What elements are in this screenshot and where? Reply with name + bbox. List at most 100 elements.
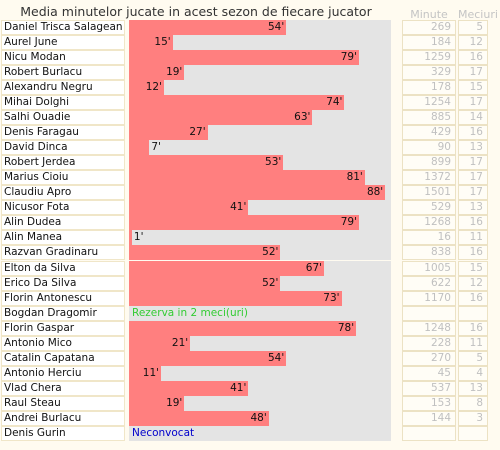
average-minutes-bar	[129, 80, 164, 96]
matches-cell: 16	[458, 290, 488, 306]
table-row: Alexandru Negru 12' 178 15	[0, 80, 500, 96]
matches-cell: 12	[458, 275, 488, 291]
table-row: Erico Da Silva 52' 622 12	[0, 275, 500, 291]
average-minutes-label: 88'	[366, 186, 384, 199]
minutes-cell: 885	[402, 110, 456, 126]
minutes-cell: 529	[402, 200, 456, 216]
player-name: Nicusor Fota	[1, 200, 125, 216]
average-minutes-bar	[129, 335, 191, 351]
matches-cell: 12	[458, 35, 488, 50]
bar-track: 1'	[129, 230, 391, 246]
matches-cell: 11	[458, 230, 488, 246]
average-minutes-bar	[129, 95, 345, 111]
matches-cell: 17	[458, 170, 488, 186]
table-row: Elton da Silva 67' 1005 15	[0, 260, 500, 276]
average-minutes-bar	[129, 275, 281, 291]
bar-track: 79'	[129, 50, 391, 66]
player-name: Alexandru Negru	[1, 80, 125, 96]
average-minutes-label: 19'	[166, 396, 183, 409]
table-row: Salhi Ouadie 63' 885 14	[0, 110, 500, 126]
table-row: David Dinca 7' 90 13	[0, 140, 500, 156]
matches-cell: 17	[458, 95, 488, 111]
average-minutes-label: 54'	[267, 351, 285, 364]
bar-track: 7'	[129, 140, 391, 156]
minutes-cell: 1501	[402, 185, 456, 201]
player-name: Razvan Gradinaru	[1, 245, 125, 261]
minutes-cell: 622	[402, 275, 456, 291]
average-minutes-label: 41'	[230, 381, 247, 394]
minutes-cell: 537	[402, 380, 456, 396]
table-row: Alin Manea 1' 16 11	[0, 230, 500, 246]
bar-track: 21'	[129, 335, 391, 351]
table-row: Nicusor Fota 41' 529 13	[0, 200, 500, 216]
matches-cell: 15	[458, 80, 488, 96]
average-minutes-bar	[129, 350, 287, 366]
player-name: Antonio Mico	[1, 335, 125, 351]
table-row: Andrei Burlacu 48' 144 3	[0, 410, 500, 426]
minutes-cell	[402, 305, 456, 321]
player-name: Aurel June	[1, 35, 125, 50]
matches-cell: 17	[458, 185, 488, 201]
minutes-cell: 1248	[402, 320, 456, 336]
minutes-cell: 429	[402, 125, 456, 141]
average-minutes-bar	[129, 410, 269, 426]
bar-track: 67'	[129, 260, 391, 276]
matches-cell: 16	[458, 215, 488, 231]
matches-cell: 13	[458, 380, 488, 396]
minutes-cell: 838	[402, 245, 456, 261]
average-minutes-label: 27'	[189, 126, 206, 139]
bar-track: Rezerva in 2 meci(uri)	[129, 305, 391, 321]
bar-track: 27'	[129, 125, 391, 141]
matches-cell: 13	[458, 140, 488, 156]
minutes-cell: 1254	[402, 95, 456, 111]
bar-track: 11'	[129, 365, 391, 381]
average-minutes-bar	[129, 245, 281, 261]
player-name: Denis Gurin	[1, 425, 125, 441]
average-minutes-label: 63'	[294, 111, 311, 124]
bar-track: Neconvocat	[129, 425, 391, 441]
average-minutes-label: 74'	[326, 96, 343, 109]
player-name: Marius Cioiu	[1, 170, 125, 186]
bar-track: 15'	[129, 35, 391, 50]
average-minutes-label: 52'	[262, 246, 279, 259]
player-name: Alin Dudea	[1, 215, 125, 231]
average-minutes-bar	[129, 320, 357, 336]
average-minutes-bar	[129, 200, 249, 216]
bar-track: 81'	[129, 170, 391, 186]
minutes-cell: 1170	[402, 290, 456, 306]
average-minutes-label: 54'	[267, 21, 285, 33]
table-row: Catalin Capatana 54' 270 5	[0, 350, 500, 366]
average-minutes-bar	[129, 365, 161, 381]
bar-track: 52'	[129, 275, 391, 291]
average-minutes-label: 53'	[265, 156, 282, 169]
minutes-cell: 269	[402, 20, 456, 35]
table-row: Mihai Dolghi 74' 1254 17	[0, 95, 500, 111]
table-row: Daniel Trisca Salagean 54' 269 5	[0, 20, 500, 35]
average-minutes-label: 19'	[166, 66, 183, 79]
minutes-cell: 228	[402, 335, 456, 351]
player-name: Vlad Chera	[1, 380, 125, 396]
bar-track: 12'	[129, 80, 391, 96]
average-minutes-label: 73'	[323, 291, 340, 304]
minutes-cell: 1268	[402, 215, 456, 231]
matches-cell: 16	[458, 50, 488, 66]
minutes-cell: 1372	[402, 170, 456, 186]
matches-cell: 13	[458, 200, 488, 216]
average-minutes-bar	[129, 185, 386, 201]
bar-track: 73'	[129, 290, 391, 306]
chart-title: Media minutelor jucate in acest sezon de…	[20, 4, 372, 19]
matches-cell: 3	[458, 410, 488, 426]
average-minutes-label: 41'	[230, 201, 247, 214]
bar-track: 41'	[129, 200, 391, 216]
matches-cell: 11	[458, 335, 488, 351]
player-name: Mihai Dolghi	[1, 95, 125, 111]
minutes-cell: 329	[402, 65, 456, 81]
average-minutes-label: 11'	[142, 366, 160, 379]
average-minutes-bar	[129, 395, 185, 411]
table-row: Nicu Modan 79' 1259 16	[0, 50, 500, 66]
matches-cell	[458, 425, 488, 441]
average-minutes-bar	[129, 290, 342, 306]
player-name: Catalin Capatana	[1, 350, 125, 366]
table-row: Antonio Mico 21' 228 11	[0, 335, 500, 351]
table-row: Aurel June 15' 184 12	[0, 35, 500, 50]
